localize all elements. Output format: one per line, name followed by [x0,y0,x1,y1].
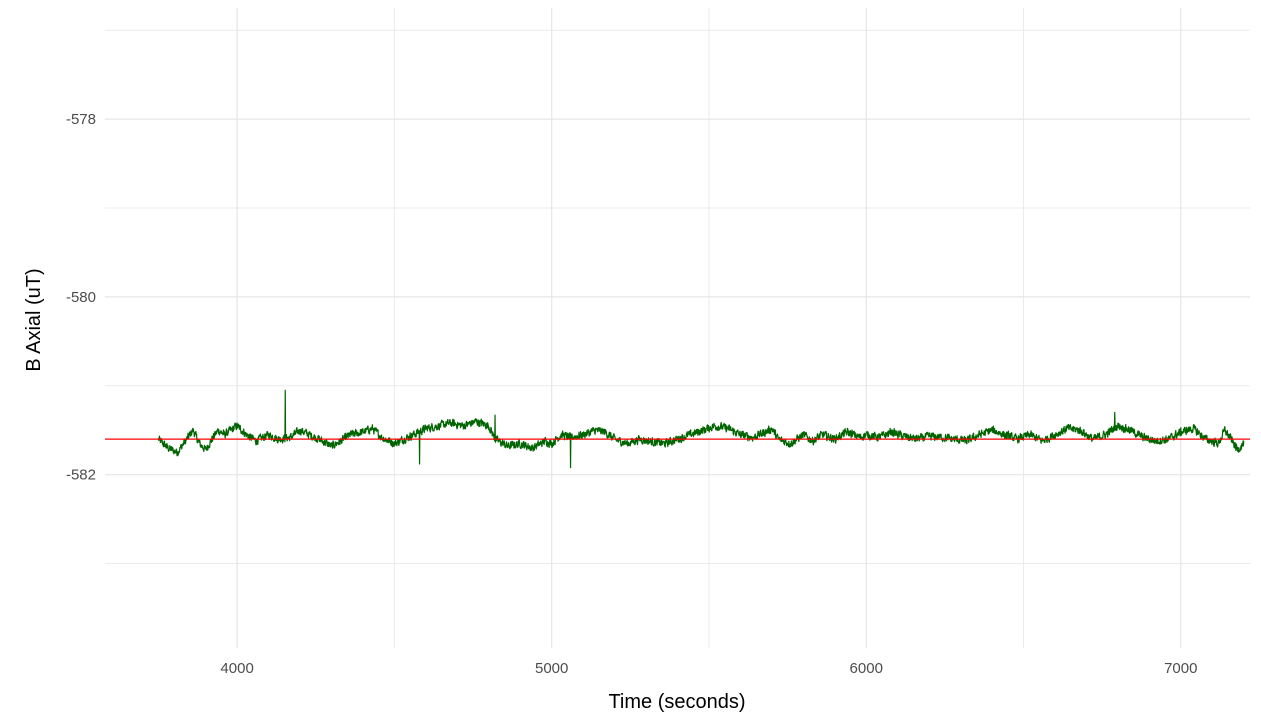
y-tick-label: -578 [66,111,96,128]
grid-major [105,8,1250,648]
x-tick-label: 7000 [1164,660,1197,677]
x-axis-title: Time (seconds) [608,691,745,713]
y-tick-labels: -578 -580 -582 [66,111,96,484]
x-tick-label: 6000 [850,660,883,677]
series-line [157,389,1245,469]
y-tick-label: -582 [66,467,96,484]
y-tick-label: -580 [66,289,96,306]
y-axis-title: B Axial (uT) [23,268,45,371]
x-tick-labels: 4000 5000 6000 7000 [220,660,1197,677]
series-layer [157,389,1245,469]
x-tick-label: 5000 [535,660,568,677]
x-tick-label: 4000 [220,660,253,677]
grid-minor [105,8,1250,648]
